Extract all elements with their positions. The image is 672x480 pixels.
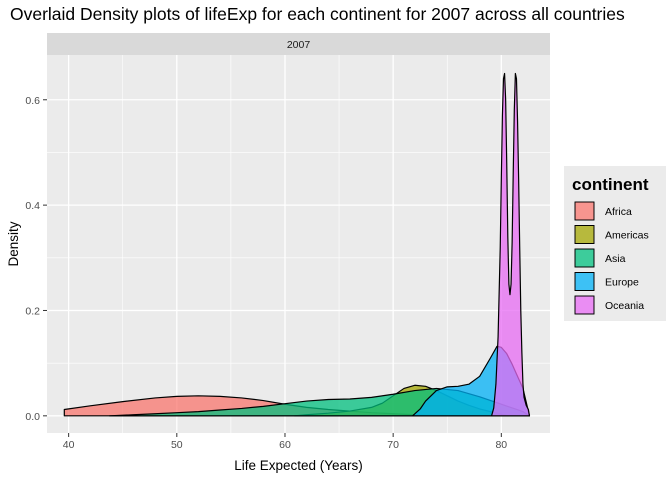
legend-swatch-europe — [574, 272, 595, 291]
x-axis-title: Life Expected (Years) — [234, 458, 363, 473]
x-axis: 40 50 60 70 80 — [63, 433, 507, 451]
x-tick-label: 50 — [171, 439, 183, 451]
y-tick-label: 0.4 — [25, 200, 40, 212]
x-tick-label: 60 — [279, 439, 291, 451]
legend-label-africa: Africa — [605, 206, 632, 218]
plot-panel — [47, 55, 550, 433]
legend: Africa Americas Asia Europe Oceania — [574, 201, 649, 315]
legend-title: continent — [572, 175, 649, 194]
legend-swatch-asia — [574, 248, 595, 268]
legend-label-americas: Americas — [605, 230, 649, 242]
density-area-oceania — [490, 72, 531, 417]
legend-label-europe: Europe — [605, 277, 639, 289]
x-tick-label: 80 — [495, 439, 507, 451]
chart-title: Overlaid Density plots of lifeExp for ea… — [10, 4, 625, 24]
minor-gridlines — [47, 55, 550, 433]
legend-swatch-oceania — [574, 295, 595, 315]
legend-label-oceania: Oceania — [605, 300, 644, 312]
legend-swatch-americas — [574, 225, 595, 244]
legend-label-asia: Asia — [605, 253, 626, 265]
legend-swatch-africa — [574, 201, 595, 221]
density-areas — [63, 72, 531, 417]
x-tick-label: 40 — [63, 439, 75, 451]
facet-label: 2007 — [287, 39, 311, 51]
y-axis-title: Density — [6, 221, 21, 266]
facet-strip — [47, 33, 550, 55]
y-axis: 0.0 0.2 0.4 0.6 — [25, 95, 47, 423]
y-tick-label: 0.0 — [25, 411, 40, 423]
y-tick-label: 0.6 — [25, 95, 40, 107]
x-tick-label: 70 — [387, 439, 399, 451]
y-tick-label: 0.2 — [25, 305, 40, 317]
